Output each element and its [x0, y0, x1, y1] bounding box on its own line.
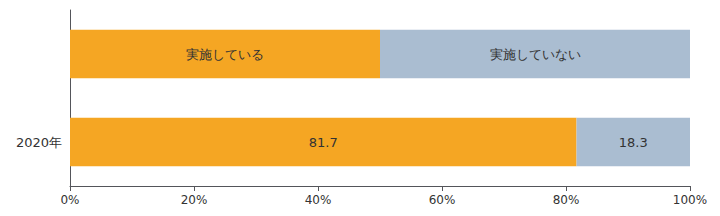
svg-text:40%: 40%	[305, 193, 332, 207]
svg-text:0%: 0%	[60, 193, 79, 207]
svg-text:80%: 80%	[553, 193, 580, 207]
svg-text:20%: 20%	[181, 193, 208, 207]
svg-text:2020年: 2020年	[16, 135, 62, 150]
svg-text:100%: 100%	[673, 193, 707, 207]
svg-text:実施している: 実施している	[186, 47, 264, 62]
svg-text:18.3: 18.3	[619, 135, 648, 150]
svg-text:実施していない: 実施していない	[490, 47, 581, 62]
svg-text:60%: 60%	[429, 193, 456, 207]
svg-text:81.7: 81.7	[309, 135, 338, 150]
